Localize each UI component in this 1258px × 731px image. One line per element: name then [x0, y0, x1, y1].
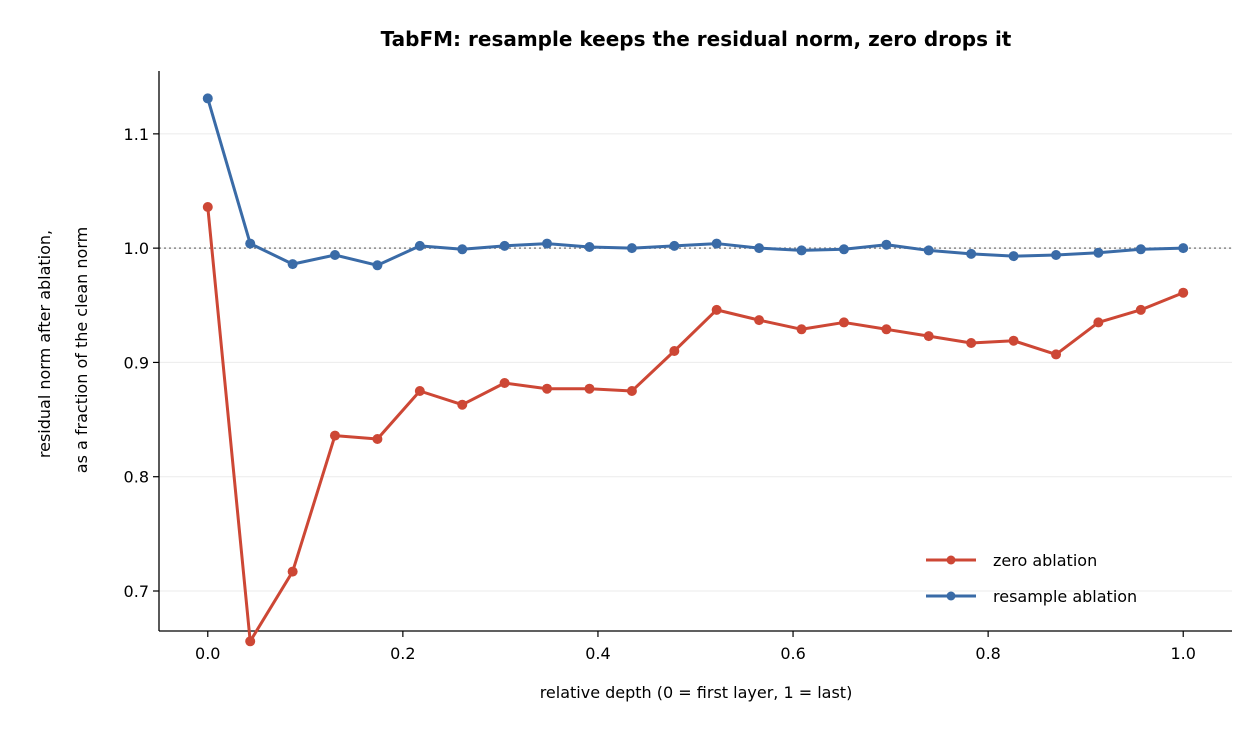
- data-point-resample-ablation-21: [1093, 247, 1104, 258]
- x-tick-label-0: 0.0: [195, 644, 220, 663]
- legend-label-resample-ablation: resample ablation: [993, 587, 1137, 606]
- data-point-resample-ablation-22: [1135, 244, 1146, 255]
- data-point-resample-ablation-9: [584, 242, 595, 252]
- data-point-zero-ablation-8: [542, 383, 553, 394]
- data-point-zero-ablation-18: [966, 338, 977, 348]
- data-point-resample-ablation-0: [202, 93, 213, 104]
- legend-marker-zero-ablation: [946, 555, 956, 565]
- data-point-resample-ablation-11: [669, 240, 680, 251]
- data-point-resample-ablation-1: [245, 238, 256, 249]
- data-point-zero-ablation-6: [457, 399, 468, 410]
- data-point-zero-ablation-5: [414, 386, 425, 396]
- data-point-resample-ablation-3: [329, 250, 340, 260]
- x-tick-label-3: 0.6: [780, 644, 805, 663]
- x-axis-label: relative depth (0 = first layer, 1 = las…: [540, 683, 853, 702]
- y-tick-label-0: 0.7: [124, 582, 149, 601]
- data-point-zero-ablation-17: [923, 331, 934, 342]
- series-zero-ablation: [202, 202, 1189, 647]
- data-point-zero-ablation-2: [287, 566, 298, 577]
- data-point-resample-ablation-2: [287, 259, 298, 270]
- data-point-zero-ablation-0: [202, 202, 213, 212]
- data-point-zero-ablation-1: [245, 636, 256, 647]
- data-point-zero-ablation-15: [838, 317, 849, 328]
- data-point-zero-ablation-4: [372, 434, 383, 444]
- series-resample-ablation: [202, 93, 1189, 271]
- data-point-zero-ablation-12: [711, 304, 722, 315]
- data-point-resample-ablation-8: [542, 238, 553, 249]
- data-point-resample-ablation-18: [966, 248, 977, 259]
- data-point-zero-ablation-22: [1135, 304, 1146, 315]
- data-point-resample-ablation-7: [499, 240, 510, 251]
- x-tick-label-4: 0.8: [975, 644, 1000, 663]
- data-point-zero-ablation-16: [881, 324, 892, 335]
- y-axis-label: residual norm after ablation, as a fract…: [35, 227, 91, 473]
- data-point-resample-ablation-5: [414, 240, 425, 251]
- data-point-zero-ablation-11: [669, 346, 680, 356]
- data-point-resample-ablation-6: [457, 244, 468, 255]
- gridlines: [159, 133, 1232, 592]
- legend-label-zero-ablation: zero ablation: [993, 551, 1097, 570]
- data-point-zero-ablation-7: [499, 378, 510, 388]
- data-point-resample-ablation-17: [923, 245, 934, 256]
- chart-title: TabFM: resample keeps the residual norm,…: [381, 27, 1012, 51]
- x-ticks: 0.0 0.2 0.4 0.6 0.8 1.0: [195, 631, 1196, 663]
- data-point-resample-ablation-19: [1008, 251, 1019, 262]
- axes: [158, 71, 1232, 632]
- data-point-zero-ablation-3: [329, 430, 340, 441]
- data-point-zero-ablation-9: [584, 383, 595, 394]
- x-tick-label-2: 0.4: [585, 644, 610, 663]
- data-point-resample-ablation-20: [1051, 250, 1062, 260]
- data-point-zero-ablation-14: [796, 324, 807, 335]
- data-point-zero-ablation-21: [1093, 317, 1104, 328]
- y-axis-label-line-2: as a fraction of the clean norm: [72, 227, 91, 473]
- y-ticks: 0.7 0.8 0.9 1.0 1.1: [124, 125, 159, 601]
- y-axis-label-line-1: residual norm after ablation,: [35, 230, 54, 458]
- data-point-zero-ablation-13: [754, 315, 765, 326]
- data-point-zero-ablation-10: [626, 386, 637, 396]
- data-point-resample-ablation-16: [881, 239, 892, 250]
- data-point-resample-ablation-4: [372, 260, 383, 271]
- data-point-resample-ablation-12: [711, 238, 722, 249]
- data-point-resample-ablation-15: [838, 244, 849, 255]
- data-point-zero-ablation-19: [1008, 335, 1019, 346]
- series-group: [202, 93, 1189, 647]
- data-point-resample-ablation-13: [754, 243, 765, 254]
- data-point-resample-ablation-10: [626, 243, 637, 254]
- series-line-zero-ablation: [206, 206, 1184, 643]
- data-point-zero-ablation-20: [1051, 349, 1062, 360]
- y-tick-label-4: 1.1: [124, 125, 149, 144]
- legend-marker-resample-ablation: [946, 591, 956, 601]
- y-tick-label-1: 0.8: [124, 468, 149, 487]
- data-point-resample-ablation-23: [1178, 243, 1189, 254]
- legend: zero ablation resample ablation: [926, 551, 1137, 606]
- data-point-resample-ablation-14: [796, 245, 807, 256]
- x-tick-label-1: 0.2: [390, 644, 415, 663]
- y-tick-label-2: 0.9: [124, 353, 149, 372]
- x-tick-label-5: 1.0: [1171, 644, 1196, 663]
- y-tick-label-3: 1.0: [124, 239, 149, 258]
- series-line-resample-ablation: [206, 98, 1184, 267]
- data-point-zero-ablation-23: [1178, 287, 1189, 298]
